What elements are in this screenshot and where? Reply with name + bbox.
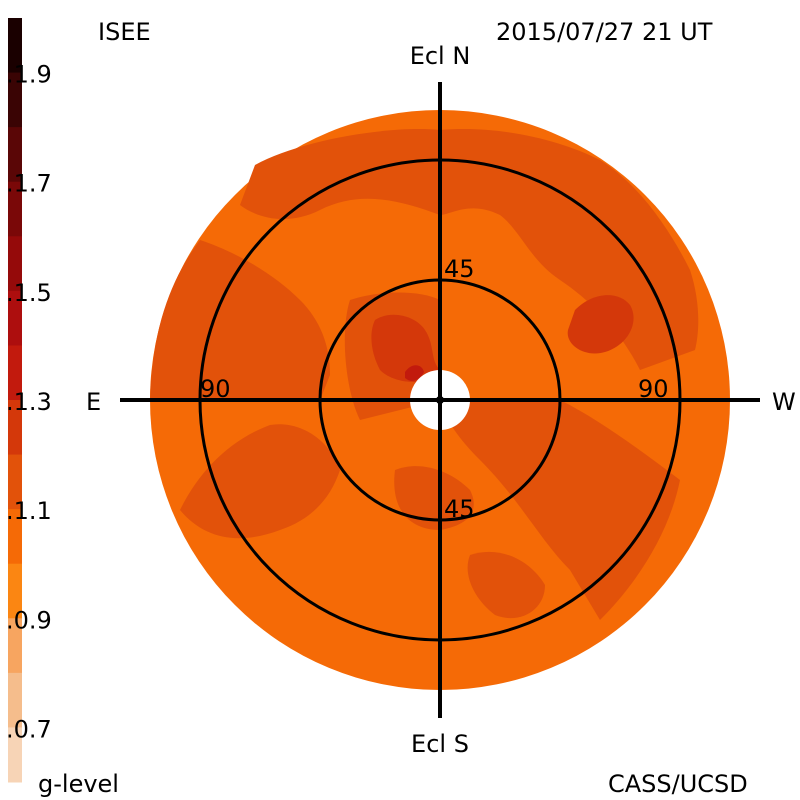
colorbar-segment [8,181,22,237]
colorbar-segment [8,290,22,346]
credit-label: CASS/UCSD [608,770,748,798]
direction-west-label: W [772,388,796,416]
colorbar-segment [8,672,22,728]
colorbar-segment [8,72,22,128]
patches-level-1-1 [150,129,699,620]
ring-label-inner-bottom: 45 [444,495,475,523]
patch-level-1-3 [405,365,424,381]
direction-south-label: Ecl S [411,730,469,758]
colorbar-segment [8,236,22,292]
colorbar-ticks: .1.9 .1.7 .1.5 .1.3 .1.1 .0.9 .0.7 [6,61,52,744]
colorbar-segment [8,454,22,510]
colorbar-tick-label: .0.9 [6,606,52,634]
colorbar-tick-label: .0.7 [6,715,52,743]
colorbar [8,18,22,783]
ring-label-outer-right: 90 [638,375,669,403]
colorbar-tick-label: .1.9 [6,61,52,89]
colorbar-segment [8,18,22,74]
direction-north-label: Ecl N [410,42,471,70]
colorbar-segment [8,509,22,565]
colorbar-segment [8,127,22,183]
direction-east-label: E [86,388,101,416]
ring-label-inner-top: 45 [444,255,475,283]
colorbar-segment [8,345,22,401]
colorbar-segment [8,400,22,456]
colorbar-tick-label: .1.3 [6,388,52,416]
colorbar-title: g-level [38,770,119,798]
colorbar-tick-label: .1.7 [6,170,52,198]
colorbar-segment [8,727,22,783]
colorbar-segment [8,618,22,674]
colorbar-tick-label: .1.5 [6,279,52,307]
timestamp-label: 2015/07/27 21 UT [496,18,713,46]
colorbar-tick-label: .1.1 [6,497,52,525]
patches-level-1-2 [371,295,634,382]
source-label: ISEE [98,18,151,46]
ring-label-outer-left: 90 [200,375,231,403]
colorbar-segment [8,563,22,619]
